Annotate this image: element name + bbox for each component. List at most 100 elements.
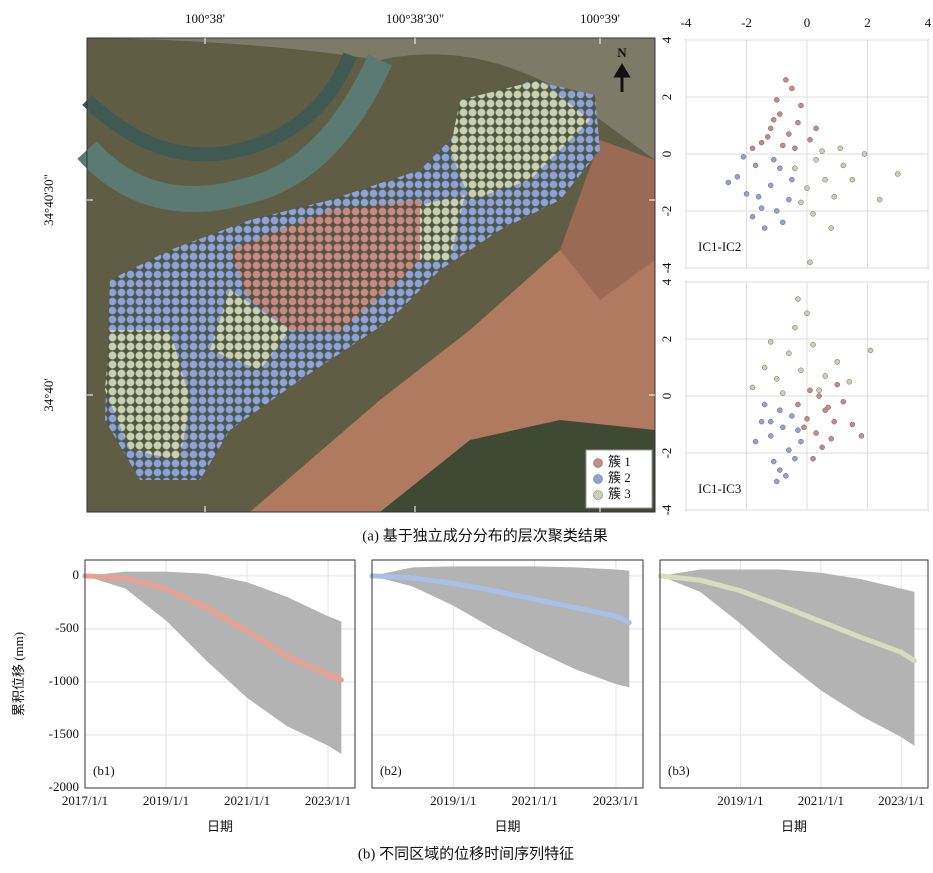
lon-label: 100°38'	[185, 11, 225, 26]
scatter-point	[780, 391, 785, 396]
y-tick-label: -4	[659, 504, 674, 515]
scatter-point	[735, 174, 740, 179]
x-tick-label: -2	[741, 15, 752, 30]
scatter-point	[820, 445, 825, 450]
scatter-point	[811, 211, 816, 216]
x-tick-label: 2019/1/1	[430, 793, 476, 808]
scatter-point	[832, 194, 837, 199]
x-tick-label: 2021/1/1	[224, 793, 270, 808]
scatter-point	[777, 408, 782, 413]
panel-label: (b3)	[668, 763, 690, 778]
scatter-point	[805, 311, 810, 316]
lon-label: 100°39'	[580, 11, 620, 26]
scatter-point	[777, 468, 782, 473]
scatter-point	[786, 448, 791, 453]
north-label: N	[617, 45, 627, 60]
scatter-point	[774, 97, 779, 102]
scatter-point	[726, 180, 731, 185]
lon-label: 100°38'30"	[386, 11, 444, 26]
scatter-point	[811, 342, 816, 347]
scatter-point	[850, 177, 855, 182]
x-tick-label: -4	[681, 15, 692, 30]
scatter-point	[811, 456, 816, 461]
scatter-point	[756, 194, 761, 199]
scatter-point	[895, 171, 900, 176]
x-tick-label: 2021/1/1	[512, 793, 558, 808]
scatter-point	[817, 388, 822, 393]
scatter-point	[783, 473, 788, 478]
scatter-point	[814, 126, 819, 131]
scatter-point	[771, 157, 776, 162]
panel-label: (b1)	[93, 763, 115, 778]
y-tick-label: -2000	[49, 779, 79, 794]
scatter-point	[768, 419, 773, 424]
scatter-point	[789, 413, 794, 418]
scatter-point	[798, 200, 803, 205]
scatter-point	[789, 177, 794, 182]
figure: N 簇 1簇 2簇 3 100°38' 100°38'30" 100°39' 3…	[0, 0, 933, 868]
scatter-point	[765, 134, 770, 139]
x-tick-label: 2021/1/1	[798, 793, 844, 808]
scatter-point	[832, 419, 837, 424]
y-tick-label: 4	[659, 278, 674, 285]
scatter-point	[859, 433, 864, 438]
legend-marker	[594, 491, 603, 500]
panel-annotation: IC1-IC3	[698, 481, 741, 496]
scatter-point	[801, 425, 806, 430]
x-tick-label: 2023/1/1	[593, 793, 639, 808]
scatter-point	[741, 154, 746, 159]
scatter-point	[795, 120, 800, 125]
scatter-point	[838, 146, 843, 151]
scatter-point	[829, 226, 834, 231]
scatter-point	[823, 374, 828, 379]
y-tick-label: -2	[659, 206, 674, 217]
scatter-point	[762, 402, 767, 407]
scatter-point	[823, 177, 828, 182]
legend-label: 簇 1	[608, 454, 631, 469]
y-tick-label: -500	[55, 620, 79, 635]
scatter-point	[771, 459, 776, 464]
y-tick-label: 0	[73, 567, 80, 582]
scatter-point	[750, 385, 755, 390]
x-tick-label: 2019/1/1	[143, 793, 189, 808]
legend-marker	[594, 475, 603, 484]
x-tick-label: 2023/1/1	[878, 793, 924, 808]
scatter-point	[841, 399, 846, 404]
scatter-point	[759, 419, 764, 424]
scatter-point	[777, 112, 782, 117]
scatter-point	[817, 394, 822, 399]
scatter-point	[877, 197, 882, 202]
y-tick-label: 4	[659, 36, 674, 43]
scatter-point	[759, 140, 764, 145]
scatter-point	[841, 163, 846, 168]
scatter-point	[786, 351, 791, 356]
x-tick-label: 4	[925, 15, 932, 30]
y-tick-label: -2	[659, 448, 674, 459]
scatter-point	[759, 206, 764, 211]
scatter-point	[808, 137, 813, 142]
y-tick-label: 2	[659, 94, 674, 101]
scatter-point	[750, 146, 755, 151]
scatter-point	[847, 379, 852, 384]
lat-label: 34°40'	[41, 378, 56, 412]
scatter-point	[774, 376, 779, 381]
caption: (b) 不同区域的位移时间序列特征	[358, 845, 574, 862]
y-tick-label: 2	[659, 336, 674, 343]
scatter-point	[768, 183, 773, 188]
scatter-point	[798, 368, 803, 373]
legend-label: 簇 2	[608, 470, 631, 485]
scatter-point	[762, 365, 767, 370]
scatter-point	[786, 197, 791, 202]
scatter-point	[753, 163, 758, 168]
map: N 簇 1簇 2簇 3 100°38' 100°38'30" 100°39' 3…	[41, 11, 655, 512]
scatter-point	[792, 146, 797, 151]
scatter-point	[820, 149, 825, 154]
scatter-point	[798, 439, 803, 444]
scatter-point	[795, 428, 800, 433]
legend: 簇 1簇 2簇 3	[594, 454, 631, 501]
y-tick-label: -1000	[49, 673, 79, 688]
y-tick-label: 0	[659, 151, 674, 158]
scatter-point	[835, 382, 840, 387]
scatter-point	[805, 186, 810, 191]
scatter-point	[814, 431, 819, 436]
